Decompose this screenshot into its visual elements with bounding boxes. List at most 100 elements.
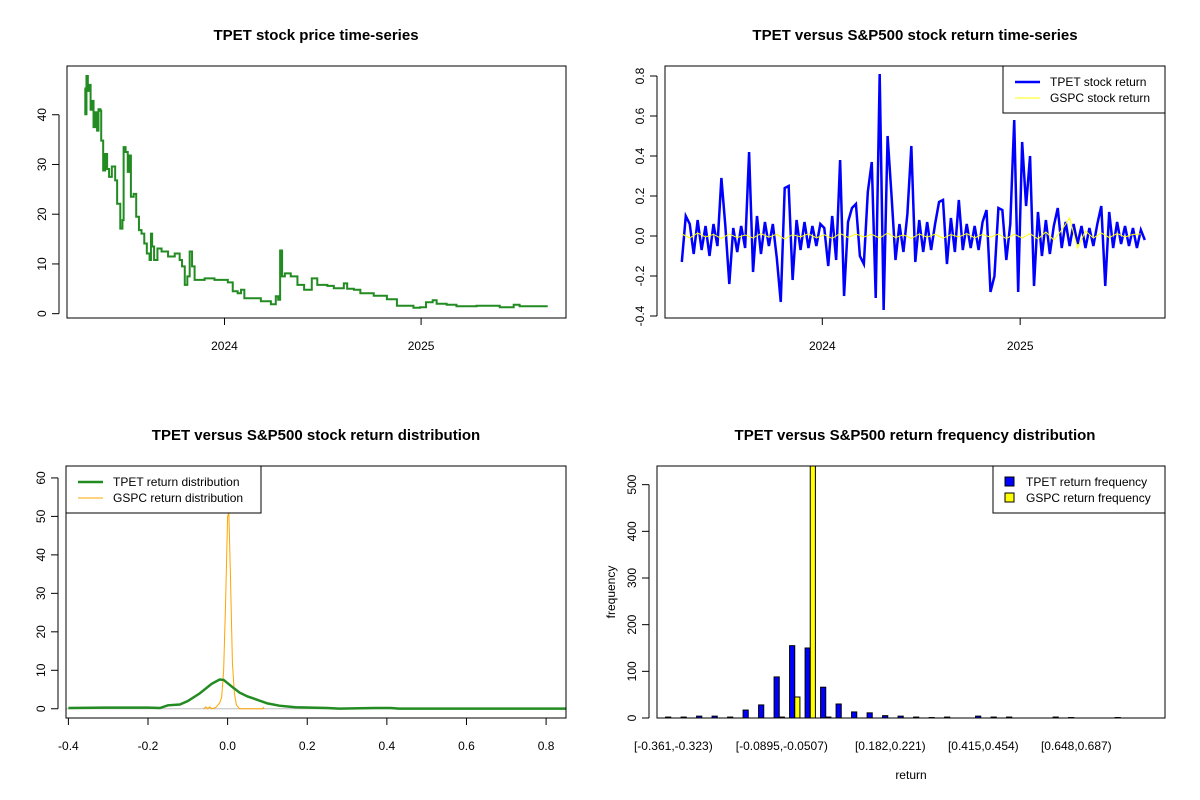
x-tick-label: 0.0 — [219, 739, 236, 753]
x-tick-label: 0.4 — [379, 739, 396, 753]
price-y-axis: 0 10 20 30 40 — [35, 108, 60, 317]
y-tick-label: 0 — [35, 310, 49, 317]
histogram-plot-area — [665, 466, 1126, 718]
y-tick-label: 0.2 — [633, 187, 647, 204]
y-tick-label: 0.4 — [633, 147, 647, 164]
x-tick-label: 2025 — [1007, 339, 1034, 353]
legend-label: GSPC return frequency — [1026, 491, 1151, 505]
y-tick-label: 10 — [34, 663, 48, 677]
y-tick-label: 40 — [35, 108, 49, 122]
price-plot-area — [84, 74, 548, 309]
density-plot-frame — [65, 465, 567, 719]
tpet-frequency-bar — [897, 715, 904, 718]
histogram-legend: TPET return frequency GSPC return frequen… — [992, 465, 1166, 514]
y-tick-label: 0.6 — [633, 107, 647, 124]
tpet-frequency-bar — [851, 711, 858, 718]
legend-label: GSPC return distribution — [113, 491, 243, 505]
density-legend: TPET return distribution GSPC return dist… — [65, 465, 262, 514]
legend-swatch — [1004, 492, 1015, 503]
y-tick-label: 40 — [34, 548, 48, 562]
legend-label: GSPC stock return — [1050, 91, 1150, 105]
histogram-title: TPET versus S&P500 return frequency dist… — [735, 427, 1096, 444]
gspc-frequency-bar — [794, 696, 801, 718]
gspc-return-line — [681, 216, 1141, 250]
y-tick-label: 30 — [35, 157, 49, 171]
tpet-frequency-bar — [711, 715, 718, 718]
legend-label: TPET return distribution — [113, 475, 240, 489]
gspc-frequency-bar — [809, 466, 816, 718]
x-tick-label: -0.4 — [58, 739, 79, 753]
y-tick-label: 0 — [625, 714, 639, 721]
x-tick-label: 2024 — [211, 339, 238, 353]
x-category-label: [-0.0895,-0.0507) — [736, 739, 828, 753]
x-category-label: [0.415,0.454) — [948, 739, 1019, 753]
tpet-frequency-bar — [820, 686, 827, 718]
histogram-x-axis: [-0.361,-0.323) [-0.0895,-0.0507) [0.182,0… — [634, 739, 1112, 753]
density-x-axis: -0.4 -0.2 0.0 0.2 0.4 0.6 0.8 — [58, 717, 555, 753]
tpet-density-line — [68, 678, 566, 710]
tpet-frequency-bar — [804, 647, 811, 718]
y-tick-label: -0.4 — [633, 305, 647, 326]
tpet-frequency-bar — [835, 703, 842, 718]
y-axis-title: frequency — [604, 566, 618, 619]
tpet-frequency-bar — [758, 704, 765, 718]
returns-plot-area — [680, 73, 1146, 311]
tpet-frequency-bar — [789, 645, 796, 718]
price-x-axis: 2024 2025 — [211, 318, 435, 353]
x-tick-label: 2024 — [809, 339, 836, 353]
x-tick-label: -0.2 — [138, 739, 159, 753]
legend-swatch — [1004, 476, 1015, 487]
tpet-frequency-bar — [742, 709, 749, 718]
density-plot-area — [66, 512, 566, 710]
legend-box — [1002, 65, 1166, 114]
y-tick-label: 20 — [35, 207, 49, 221]
y-tick-label: -0.2 — [633, 265, 647, 286]
histogram-plot-frame — [656, 465, 1166, 719]
gspc-density-line — [203, 512, 265, 710]
x-axis-title: return — [895, 768, 926, 782]
y-tick-label: 0 — [34, 705, 48, 712]
x-category-label: [0.182,0.221) — [855, 739, 926, 753]
y-tick-label: 200 — [625, 614, 639, 634]
returns-legend: TPET stock return GSPC stock return — [1002, 65, 1166, 114]
density-y-axis: 0 10 20 30 40 50 60 — [34, 471, 59, 712]
y-tick-label: 20 — [34, 625, 48, 639]
returns-panel: TPET versus S&P500 stock return time-ser… — [633, 27, 1166, 353]
legend-box — [65, 465, 262, 514]
x-tick-label: 0.6 — [458, 739, 475, 753]
y-tick-label: 400 — [625, 521, 639, 541]
price-plot-frame — [66, 65, 567, 319]
y-tick-label: 100 — [625, 661, 639, 681]
legend-box — [992, 465, 1166, 514]
legend-label: TPET stock return — [1050, 75, 1146, 89]
tpet-frequency-bar — [866, 712, 873, 718]
density-title: TPET versus S&P500 stock return distribu… — [152, 427, 480, 444]
legend-label: TPET return frequency — [1026, 475, 1147, 489]
y-tick-label: 0.0 — [633, 227, 647, 244]
returns-x-axis: 2024 2025 — [809, 318, 1034, 353]
returns-title: TPET versus S&P500 stock return time-ser… — [752, 27, 1077, 44]
y-tick-label: 50 — [34, 509, 48, 523]
x-tick-label: 2025 — [408, 339, 435, 353]
histogram-panel: TPET versus S&P500 return frequency dist… — [604, 427, 1166, 782]
returns-y-axis: -0.4 -0.2 0.0 0.2 0.4 0.6 0.8 — [633, 67, 658, 326]
x-tick-label: 0.8 — [538, 739, 555, 753]
x-tick-label: 0.2 — [299, 739, 316, 753]
x-category-label: [-0.361,-0.323) — [634, 739, 713, 753]
y-tick-label: 0.8 — [633, 67, 647, 84]
histogram-y-axis: 0 100 200 300 400 500 — [625, 474, 650, 721]
y-tick-label: 500 — [625, 474, 639, 494]
returns-plot-frame — [664, 65, 1166, 319]
tpet-frequency-bar — [882, 715, 889, 718]
y-tick-label: 60 — [34, 471, 48, 485]
price-line — [84, 74, 548, 309]
tpet-frequency-bar — [975, 715, 982, 718]
x-category-label: [0.648,0.687) — [1041, 739, 1112, 753]
y-tick-label: 10 — [35, 257, 49, 271]
price-panel: TPET stock price time-series 0 10 20 30 40 202… — [35, 27, 567, 353]
tpet-frequency-bar — [773, 676, 780, 718]
price-title: TPET stock price time-series — [213, 27, 418, 44]
y-tick-label: 300 — [625, 568, 639, 588]
density-panel: TPET versus S&P500 stock return distribu… — [34, 427, 567, 753]
